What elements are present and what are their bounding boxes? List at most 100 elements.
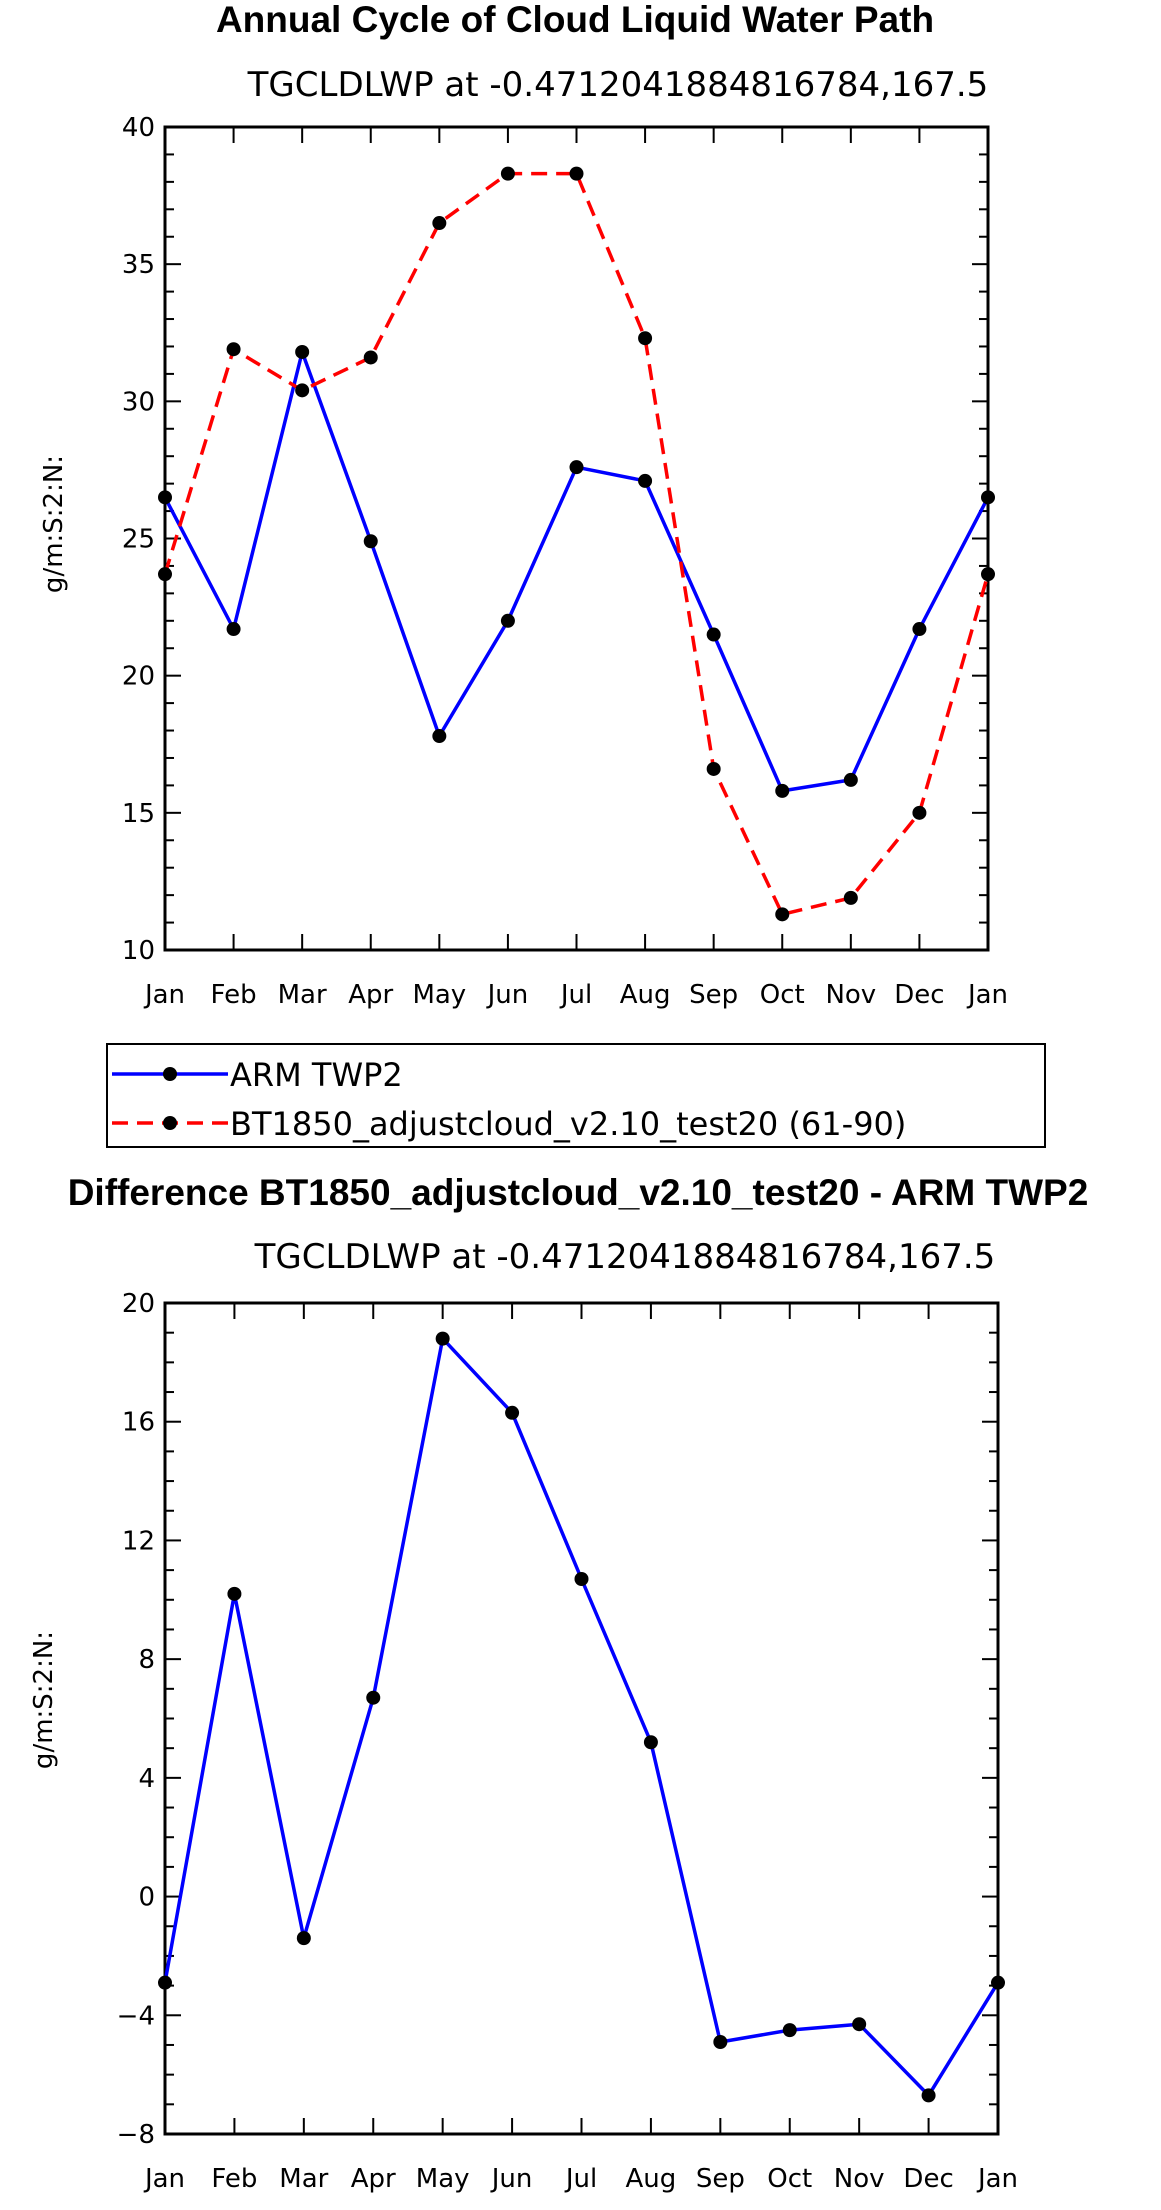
data-point (500, 613, 515, 628)
plot-frame (163, 125, 990, 952)
chart1-title: Annual Cycle of Cloud Liquid Water Path (216, 0, 934, 40)
x-tick-label: Sep (689, 980, 738, 1010)
data-point (991, 1975, 1005, 1990)
x-tick-label: Oct (767, 2164, 812, 2194)
data-point (706, 627, 721, 642)
legend-label-arm: ARM TWP2 (230, 1056, 403, 1094)
data-point (921, 2088, 936, 2103)
y-tick-label: 4 (138, 1764, 155, 1794)
x-tick-label: May (412, 980, 466, 1010)
series-line-1 (163, 171, 990, 917)
data-point (713, 2034, 728, 2049)
y-tick-label: 40 (122, 113, 155, 143)
y-tick-label: 12 (122, 1526, 155, 1556)
data-point (296, 1931, 311, 1946)
x-tick-label: Mar (279, 2164, 328, 2194)
chart1-legend: ARM TWP2 BT1850_adjustcloud_v2.10_test20… (106, 1043, 1046, 1148)
data-point (226, 622, 241, 637)
data-point (158, 567, 172, 582)
y-tick-label: 0 (138, 1883, 155, 1913)
y-tick-label: 16 (122, 1408, 155, 1438)
data-point (227, 1586, 242, 1601)
x-tick-label: Sep (696, 2164, 745, 2194)
data-point (569, 166, 584, 181)
y-tick-label: 10 (122, 936, 155, 966)
x-tick-label: Nov (834, 2164, 885, 2194)
y-tick-label: 25 (122, 525, 155, 555)
data-point (158, 1975, 172, 1990)
chart1-subtitle: TGCLDLWP at -0.4712041884816784,167.5 (247, 65, 989, 105)
data-point (158, 490, 172, 505)
data-point (574, 1572, 589, 1587)
y-tick-label: 20 (122, 1289, 155, 1319)
data-point (843, 890, 858, 905)
x-tick-label: Feb (211, 980, 257, 1010)
data-point (569, 460, 584, 475)
x-tick-label: Apr (351, 2164, 396, 2194)
data-point (782, 2023, 797, 2038)
x-tick-label: Nov (825, 980, 876, 1010)
y-tick-label: 20 (122, 662, 155, 692)
chart2-plot: −8 −4 0 4 8 12 16 20 Jan Feb Mar Apr May Jun Jul Aug Sep… (117, 1289, 1018, 2194)
data-point (706, 761, 721, 776)
chart1-ylabel: g/m:S:2:N: (39, 455, 69, 593)
data-point (295, 383, 310, 398)
y-tick-label: 35 (122, 250, 155, 280)
data-point (363, 534, 378, 549)
data-point (981, 490, 995, 505)
x-tick-label: Oct (760, 980, 805, 1010)
x-tick-label: Mar (278, 980, 327, 1010)
data-point (775, 907, 790, 922)
y-tick-label: −8 (117, 2120, 155, 2150)
legend-marker-model (163, 1116, 177, 1130)
series-line-0 (163, 350, 990, 793)
x-tick-label: Aug (626, 2164, 677, 2194)
chart2-subtitle: TGCLDLWP at -0.4712041884816784,167.5 (254, 1237, 996, 1277)
data-point (366, 1690, 381, 1705)
y-tick-label: 8 (138, 1645, 155, 1675)
data-point (912, 805, 927, 820)
data-point (432, 216, 447, 231)
x-tick-label: Jan (143, 2164, 185, 2194)
y-tick-label: 30 (122, 387, 155, 417)
data-point (638, 473, 653, 488)
data-point (643, 1735, 658, 1750)
series-line-0 (163, 1336, 1000, 2098)
plot-frame (163, 1301, 1000, 2136)
data-point (843, 772, 858, 787)
y-tick-label: 15 (122, 799, 155, 829)
data-point (435, 1331, 450, 1346)
chart2-title: Difference BT1850_adjustcloud_v2.10_test… (68, 1172, 1089, 1213)
legend-marker-arm (163, 1067, 177, 1081)
data-point (500, 166, 515, 181)
data-point (852, 2017, 867, 2032)
chart1-plot: 10 15 20 25 30 35 40 Jan Feb Mar Apr May Jun Jul Aug Se… (122, 113, 1008, 1010)
x-tick-label: Jan (976, 2164, 1018, 2194)
data-point (226, 342, 241, 357)
x-tick-label: Apr (348, 980, 393, 1010)
x-tick-label: Jan (143, 980, 185, 1010)
x-tick-label: Aug (620, 980, 671, 1010)
data-point (638, 331, 653, 346)
x-tick-label: Jan (966, 980, 1008, 1010)
y-tick-label: −4 (117, 2001, 155, 2031)
chart2-ylabel: g/m:S:2:N: (29, 1631, 59, 1769)
x-tick-label: Jul (564, 2164, 597, 2194)
legend-label-model: BT1850_adjustcloud_v2.10_test20 (61-90) (230, 1105, 906, 1143)
data-point (505, 1405, 520, 1420)
x-tick-label: Feb (211, 2164, 257, 2194)
data-point (912, 622, 927, 637)
x-tick-label: Jul (559, 980, 592, 1010)
data-point (775, 783, 790, 798)
data-point (981, 567, 995, 582)
data-point (363, 350, 378, 365)
x-tick-label: Jun (490, 2164, 533, 2194)
data-point (432, 729, 447, 744)
x-tick-label: May (416, 2164, 470, 2194)
x-tick-label: Jun (486, 980, 529, 1010)
x-tick-label: Dec (903, 2164, 953, 2194)
legend-frame (106, 1043, 1046, 1148)
data-point (295, 344, 310, 359)
x-tick-label: Dec (894, 980, 944, 1010)
